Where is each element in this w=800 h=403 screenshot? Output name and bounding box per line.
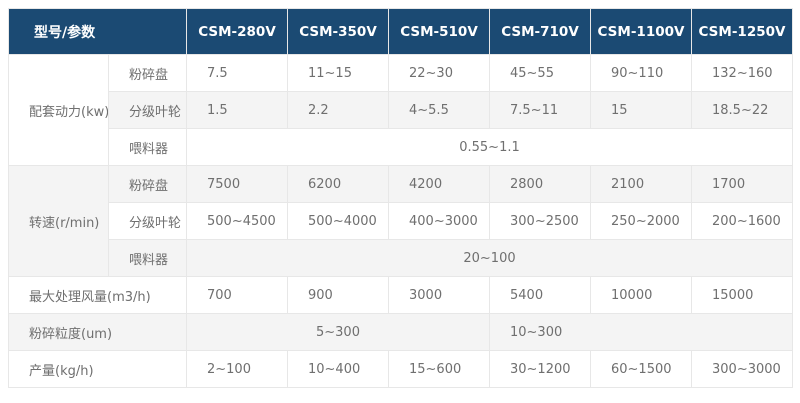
spec-value-cell: 250~2000 bbox=[590, 202, 692, 240]
table-row: 配套动力(kw) 粉碎盘 7.5 11~15 22~30 45~55 90~11… bbox=[8, 54, 793, 166]
merged-value-cell: 5~300 bbox=[186, 313, 490, 351]
spec-value-cell: 300~3000 bbox=[691, 350, 793, 388]
spec-value-cell: 7.5~11 bbox=[489, 91, 591, 129]
spec-value-cell: 2~100 bbox=[186, 350, 288, 388]
spec-value-cell: 1.5 bbox=[186, 91, 288, 129]
model-header: CSM-280V bbox=[186, 8, 288, 55]
model-header: CSM-350V bbox=[287, 8, 389, 55]
table-row: 喂料器 20~100 bbox=[9, 239, 793, 277]
table-row: 喂料器 0.55~1.1 bbox=[9, 128, 793, 166]
merged-value-cell: 0.55~1.1 bbox=[186, 128, 793, 166]
spec-value-cell: 700 bbox=[186, 276, 288, 314]
spec-value-cell: 7500 bbox=[186, 165, 288, 203]
spec-value-cell: 18.5~22 bbox=[691, 91, 793, 129]
spec-value-cell: 4~5.5 bbox=[388, 91, 490, 129]
spec-value-cell: 7.5 bbox=[186, 54, 288, 92]
model-header: CSM-1250V bbox=[691, 8, 793, 55]
spec-value-cell: 15000 bbox=[691, 276, 793, 314]
model-header: CSM-710V bbox=[489, 8, 591, 55]
spec-table: 型号/参数 CSM-280V CSM-350V CSM-510V CSM-710… bbox=[8, 8, 793, 388]
param-group-speed: 转速(r/min) bbox=[8, 165, 109, 277]
sub-param-label: 粉碎盘 bbox=[108, 54, 187, 92]
spec-value-cell: 132~160 bbox=[691, 54, 793, 92]
spec-value-cell: 15 bbox=[590, 91, 692, 129]
spec-value-cell: 5400 bbox=[489, 276, 591, 314]
param-group-power: 配套动力(kw) bbox=[8, 54, 109, 166]
sub-param-label: 分级叶轮 bbox=[108, 91, 187, 129]
spec-value-cell: 11~15 bbox=[287, 54, 389, 92]
spec-value-cell: 900 bbox=[287, 276, 389, 314]
spec-value-cell: 90~110 bbox=[590, 54, 692, 92]
merged-value-cell: 20~100 bbox=[186, 239, 793, 277]
table-row: 产量(kg/h) 2~100 10~400 15~600 30~1200 60~… bbox=[8, 350, 793, 388]
spec-table-container: 型号/参数 CSM-280V CSM-350V CSM-510V CSM-710… bbox=[8, 8, 793, 388]
spec-value-cell: 500~4000 bbox=[287, 202, 389, 240]
sub-param-label: 喂料器 bbox=[108, 128, 187, 166]
table-row: 分级叶轮 500~4500 500~4000 400~3000 300~2500… bbox=[9, 202, 793, 240]
spec-value-cell: 22~30 bbox=[388, 54, 490, 92]
spec-value-cell: 2800 bbox=[489, 165, 591, 203]
spec-value-cell: 300~2500 bbox=[489, 202, 591, 240]
corner-header: 型号/参数 bbox=[8, 8, 187, 55]
model-header: CSM-510V bbox=[388, 8, 490, 55]
table-row: 分级叶轮 1.5 2.2 4~5.5 7.5~11 15 18.5~22 bbox=[9, 91, 793, 129]
sub-param-label: 分级叶轮 bbox=[108, 202, 187, 240]
spec-value-cell: 45~55 bbox=[489, 54, 591, 92]
table-row: 最大处理风量(m3/h) 700 900 3000 5400 10000 150… bbox=[8, 276, 793, 314]
spec-value-cell: 4200 bbox=[388, 165, 490, 203]
spec-value-cell: 2.2 bbox=[287, 91, 389, 129]
header-row: 型号/参数 CSM-280V CSM-350V CSM-510V CSM-710… bbox=[8, 8, 793, 55]
param-label-capacity: 产量(kg/h) bbox=[8, 350, 187, 388]
sub-param-label: 粉碎盘 bbox=[108, 165, 187, 203]
param-label-fineness: 粉碎粒度(um) bbox=[8, 313, 187, 351]
table-row: 粉碎粒度(um) 5~300 10~300 bbox=[8, 313, 793, 351]
spec-value-cell: 6200 bbox=[287, 165, 389, 203]
model-header: CSM-1100V bbox=[590, 8, 692, 55]
spec-value-cell: 3000 bbox=[388, 276, 490, 314]
spec-value-cell: 10~400 bbox=[287, 350, 389, 388]
spec-value-cell: 15~600 bbox=[388, 350, 490, 388]
spec-value-cell: 2100 bbox=[590, 165, 692, 203]
table-row: 转速(r/min) 粉碎盘 7500 6200 4200 2800 2100 1… bbox=[8, 165, 793, 277]
sub-param-label: 喂料器 bbox=[108, 239, 187, 277]
spec-value-cell: 30~1200 bbox=[489, 350, 591, 388]
spec-value-cell: 1700 bbox=[691, 165, 793, 203]
spec-value-cell: 200~1600 bbox=[691, 202, 793, 240]
spec-value-cell: 500~4500 bbox=[186, 202, 288, 240]
spec-value-cell: 60~1500 bbox=[590, 350, 692, 388]
param-label-airflow: 最大处理风量(m3/h) bbox=[8, 276, 187, 314]
merged-value-cell: 10~300 bbox=[489, 313, 793, 351]
spec-value-cell: 10000 bbox=[590, 276, 692, 314]
spec-value-cell: 400~3000 bbox=[388, 202, 490, 240]
